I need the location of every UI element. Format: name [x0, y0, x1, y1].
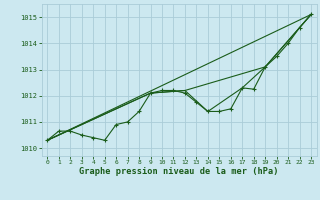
X-axis label: Graphe pression niveau de la mer (hPa): Graphe pression niveau de la mer (hPa): [79, 167, 279, 176]
